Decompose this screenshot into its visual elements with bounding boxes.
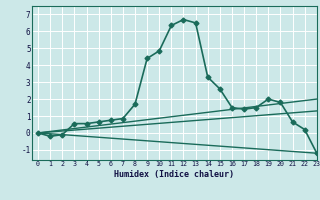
X-axis label: Humidex (Indice chaleur): Humidex (Indice chaleur) [115, 170, 234, 179]
